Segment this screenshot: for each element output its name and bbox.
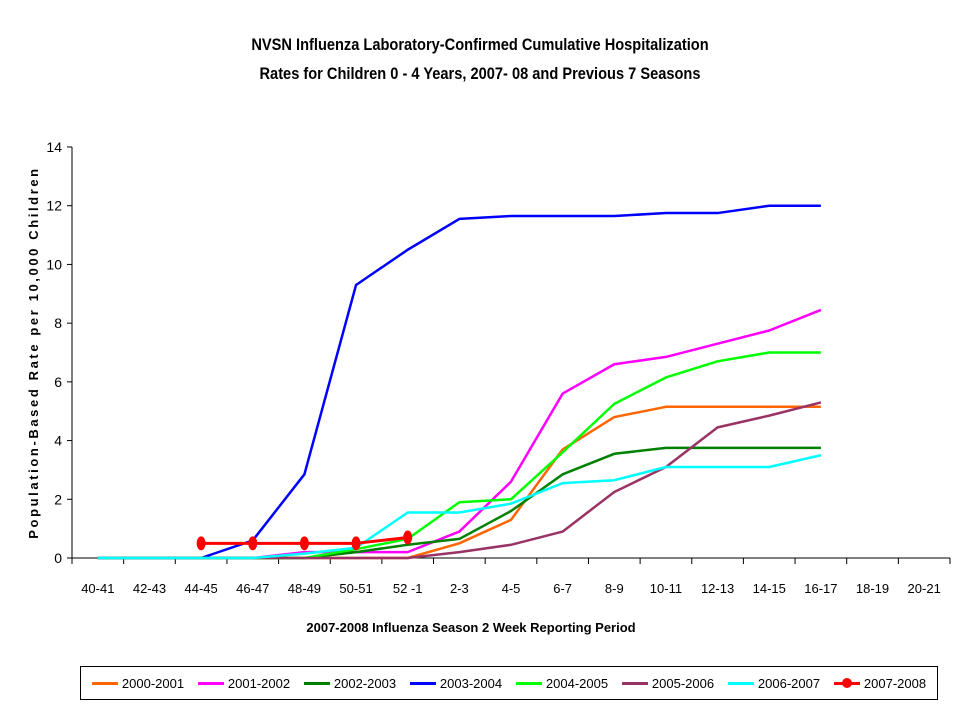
legend-item: 2004-2005 — [515, 675, 609, 691]
x-tick-label: 42-43 — [133, 581, 166, 596]
series-line — [97, 204, 821, 560]
y-tick-label: 2 — [54, 491, 62, 507]
legend-label: 2007-2008 — [863, 675, 927, 691]
x-axis-title: 2007-2008 Influenza Season 2 Week Report… — [306, 620, 635, 635]
x-tick-label: 18-19 — [856, 581, 889, 596]
series-line — [97, 401, 822, 560]
legend-label: 2002-2003 — [333, 675, 397, 691]
y-tick-label: 10 — [46, 256, 62, 272]
y-tick-label: 12 — [46, 198, 62, 214]
x-tick-label: 14-15 — [753, 581, 786, 596]
data-point — [196, 536, 206, 551]
x-tick-label: 46-47 — [236, 581, 269, 596]
data-point — [403, 530, 413, 545]
x-tick-label: 4-5 — [502, 581, 521, 596]
legend-item: 2003-2004 — [409, 675, 503, 691]
x-tick-label: 6-7 — [553, 581, 572, 596]
chart-title-line-2: Rates for Children 0 - 4 Years, 2007- 08… — [259, 64, 701, 83]
y-tick-label: 14 — [46, 139, 62, 155]
y-tick-label: 4 — [54, 433, 62, 449]
data-point — [351, 536, 361, 551]
y-axis-title: Population-Based Rate per 10,000 Childre… — [26, 166, 41, 538]
x-tick-label: 16-17 — [804, 581, 837, 596]
x-tick-label: 44-45 — [184, 581, 217, 596]
legend-label: 2001-2002 — [227, 675, 291, 691]
legend-item: 2006-2007 — [727, 675, 821, 691]
series-2003-2004 — [97, 204, 821, 560]
legend-swatch — [303, 676, 330, 690]
legend-item: 2007-2008 — [833, 675, 927, 691]
data-point — [248, 536, 258, 551]
chart-title-line-1: NVSN Influenza Laboratory-Confirmed Cumu… — [251, 35, 709, 54]
series-2007-2008 — [196, 530, 413, 551]
x-tick-label: 12-13 — [701, 581, 734, 596]
series-2001-2002 — [97, 308, 822, 560]
legend-item: 2002-2003 — [303, 675, 397, 691]
x-tick-label: 10-11 — [650, 581, 682, 596]
legend-swatch — [409, 676, 436, 690]
legend-label: 2004-2005 — [545, 675, 609, 691]
series-2005-2006 — [97, 401, 822, 560]
y-tick-label: 8 — [54, 315, 62, 331]
legend-swatch — [197, 676, 224, 690]
legend-swatch — [621, 676, 648, 690]
x-tick-label: 50-51 — [339, 581, 372, 596]
x-tick-label: 40-41 — [81, 581, 114, 596]
y-tick-label: 0 — [54, 550, 62, 566]
legend-swatch — [515, 676, 542, 690]
legend-swatch — [91, 676, 118, 690]
legend-swatch — [727, 676, 754, 690]
series-2006-2007 — [97, 454, 822, 560]
legend-label: 2000-2001 — [121, 675, 185, 691]
x-tick-label: 8-9 — [605, 581, 624, 596]
series-line — [97, 308, 822, 560]
x-tick-label: 2-3 — [450, 581, 469, 596]
series-2000-2001 — [97, 405, 821, 560]
x-tick-label: 48-49 — [288, 581, 321, 596]
chart-title: NVSN Influenza Laboratory-Confirmed Cumu… — [67, 30, 893, 88]
series-2004-2005 — [97, 351, 821, 560]
legend-label: 2005-2006 — [651, 675, 715, 691]
x-tick-label: 20-21 — [908, 581, 941, 596]
series-line — [97, 454, 822, 560]
series-line — [97, 351, 821, 560]
legend-item: 2005-2006 — [621, 675, 715, 691]
legend-swatch — [833, 676, 860, 690]
x-tick-label: 52 -1 — [393, 581, 423, 596]
series-line — [97, 405, 821, 560]
legend-item: 2000-2001 — [91, 675, 185, 691]
chart-legend: 2000-2001 2001-2002 2002-2003 2003-2004 2004… — [80, 666, 938, 700]
legend-label: 2003-2004 — [439, 675, 503, 691]
data-point — [299, 536, 309, 551]
y-tick-label: 6 — [54, 374, 62, 390]
legend-item: 2001-2002 — [197, 675, 291, 691]
legend-label: 2006-2007 — [757, 675, 821, 691]
